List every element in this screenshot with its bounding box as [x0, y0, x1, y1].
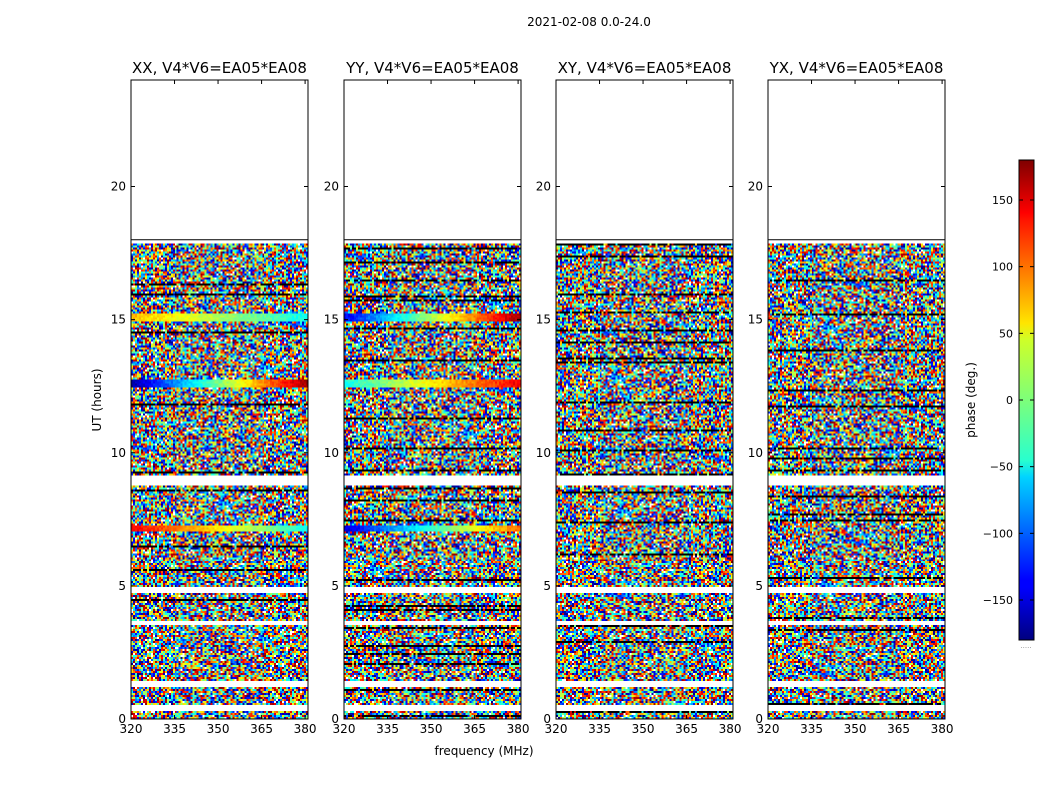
y-tick-label: 0	[331, 712, 339, 726]
y-tick-label: 10	[324, 446, 339, 460]
colorbar-ticks: −150 −100 −50 0 50 100 150	[983, 194, 1034, 607]
panels: XX, V4*V6=EA05*EA08 320 335 350 365 380 0 5 10 15…	[111, 59, 954, 736]
x-tick-label: 320	[333, 722, 356, 736]
x-tick-label: 365	[887, 722, 910, 736]
x-tick-label: 350	[844, 722, 867, 736]
y-tick-label: 10	[111, 446, 126, 460]
y-tick-label: 5	[543, 579, 551, 593]
panel-title: YY, V4*V6=EA05*EA08	[345, 59, 519, 77]
panel-title: YX, V4*V6=EA05*EA08	[769, 59, 944, 77]
y-axis-label: UT (hours)	[90, 368, 104, 431]
plot-frame	[130, 79, 309, 720]
colorbar-footer: .....	[1020, 642, 1031, 650]
x-tick-label: 380	[931, 722, 954, 736]
colorbar: −150 −100 −50 0 50 100 150 phase (deg.) .....	[964, 159, 1035, 650]
y-tick-label: 15	[748, 313, 763, 327]
y-tick-label: 20	[536, 180, 551, 194]
y-tick-label: 15	[536, 313, 551, 327]
y-tick-label: 20	[748, 180, 763, 194]
colorbar-tick-label: 100	[992, 261, 1013, 274]
y-tick-label: 10	[536, 446, 551, 460]
x-tick-label: 350	[420, 722, 443, 736]
x-tick-label: 365	[250, 722, 273, 736]
y-tick-label: 10	[748, 446, 763, 460]
colorbar-label: phase (deg.)	[964, 362, 978, 438]
x-tick-label: 335	[800, 722, 823, 736]
x-tick-label: 380	[719, 722, 742, 736]
panel-1: YY, V4*V6=EA05*EA08 320 335 350 365 380 0 5 10 15…	[324, 59, 530, 736]
y-tick-label: 0	[543, 712, 551, 726]
x-tick-label: 350	[632, 722, 655, 736]
x-tick-label: 320	[120, 722, 143, 736]
y-tick-label: 0	[118, 712, 126, 726]
colorbar-tick-label: −150	[983, 594, 1013, 607]
x-tick-label: 320	[545, 722, 568, 736]
y-tick-label: 5	[331, 579, 339, 593]
panel-3: YX, V4*V6=EA05*EA08 320 335 350 365 380 0 5 10 15…	[748, 59, 954, 736]
colorbar-tick-label: 0	[1006, 394, 1013, 407]
x-tick-label: 380	[507, 722, 530, 736]
x-tick-label: 350	[207, 722, 230, 736]
x-tick-label: 335	[376, 722, 399, 736]
colorbar-tick-label: −100	[983, 527, 1013, 540]
y-tick-label: 15	[324, 313, 339, 327]
phase-heatmap	[344, 239, 521, 719]
phase-heatmap	[556, 239, 733, 719]
y-tick-label: 20	[324, 180, 339, 194]
y-tick-label: 0	[755, 712, 763, 726]
x-tick-label: 365	[675, 722, 698, 736]
panel-title: XY, V4*V6=EA05*EA08	[558, 59, 732, 77]
x-axis-label: frequency (MHz)	[434, 744, 533, 758]
y-tick-label: 15	[111, 313, 126, 327]
colorbar-tick-label: 150	[992, 194, 1013, 207]
plot-frame	[767, 79, 946, 720]
plot-frame	[343, 79, 522, 720]
suptitle: 2021-02-08 0.0-24.0	[527, 15, 651, 29]
colorbar-tick-label: 50	[999, 327, 1013, 340]
colorbar-tick-label: −50	[990, 461, 1013, 474]
x-tick-label: 320	[757, 722, 780, 736]
x-tick-label: 335	[588, 722, 611, 736]
x-tick-label: 335	[163, 722, 186, 736]
y-tick-label: 5	[755, 579, 763, 593]
plot-frame	[555, 79, 734, 720]
x-tick-label: 365	[463, 722, 486, 736]
panel-title: XX, V4*V6=EA05*EA08	[132, 59, 307, 77]
x-tick-label: 380	[294, 722, 317, 736]
phase-heatmap	[131, 239, 308, 719]
y-tick-label: 5	[118, 579, 126, 593]
panel-2: XY, V4*V6=EA05*EA08 320 335 350 365 380 0 5 10 15…	[536, 59, 742, 736]
panel-0: XX, V4*V6=EA05*EA08 320 335 350 365 380 0 5 10 15…	[111, 59, 317, 736]
phase-heatmap	[768, 239, 945, 719]
y-tick-label: 20	[111, 180, 126, 194]
